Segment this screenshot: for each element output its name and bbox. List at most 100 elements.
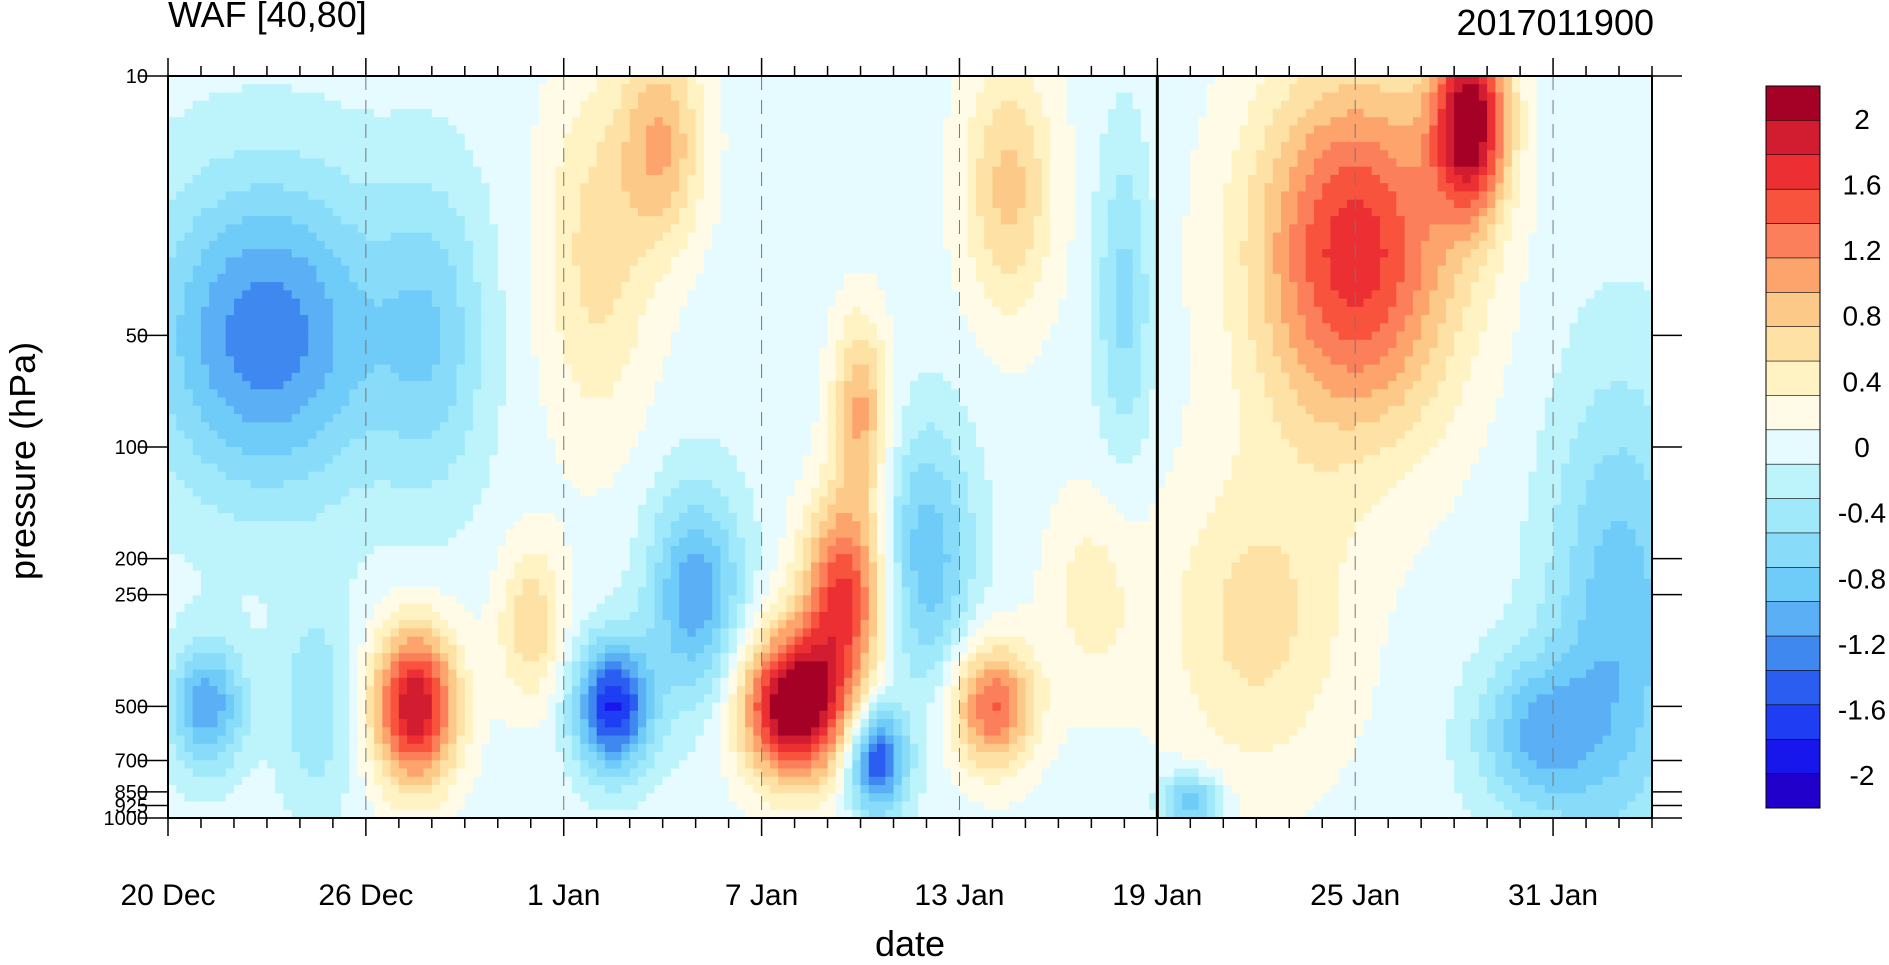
contour-cell <box>1041 100 1068 110</box>
contour-cell <box>168 282 186 291</box>
contour-cell <box>1388 636 1480 646</box>
contour-cell <box>745 570 754 580</box>
contour-cell <box>464 793 581 803</box>
contour-cell <box>736 529 763 539</box>
contour-cell <box>1132 397 1150 407</box>
contour-cell <box>728 628 738 638</box>
contour-cell <box>1066 603 1125 613</box>
contour-cell <box>753 488 796 498</box>
contour-cell <box>662 603 680 613</box>
contour-cell <box>679 587 713 596</box>
contour-cell <box>745 702 754 712</box>
contour-cell <box>1544 397 1595 407</box>
contour-cell <box>1215 793 1224 803</box>
contour-cell <box>1437 389 1463 399</box>
contour-cell <box>473 694 548 704</box>
contour-cell <box>250 702 293 712</box>
contour-cell <box>168 768 194 778</box>
contour-cell <box>786 496 812 506</box>
contour-cell <box>431 694 441 704</box>
contour-cell <box>637 257 672 267</box>
contour-cell <box>398 620 433 629</box>
contour-cell <box>1478 92 1488 102</box>
contour-cell <box>695 158 705 168</box>
contour-cell <box>1511 183 1521 193</box>
contour-cell <box>1223 265 1249 275</box>
contour-cell <box>1429 306 1447 316</box>
contour-cell <box>1586 785 1645 794</box>
contour-cell <box>654 282 697 291</box>
contour-cell <box>753 512 787 522</box>
contour-cell <box>646 735 656 745</box>
contour-cell <box>687 76 697 85</box>
contour-cell <box>250 719 293 728</box>
contour-cell <box>266 611 350 621</box>
contour-cell <box>308 315 334 324</box>
contour-cell <box>1569 554 1595 564</box>
contour-cell <box>811 768 829 778</box>
contour-cell <box>1033 702 1051 712</box>
contour-cell <box>901 611 911 621</box>
contour-cell <box>1421 249 1447 258</box>
contour-cell <box>910 727 928 737</box>
contour-cell <box>1099 315 1117 324</box>
contour-cell <box>1437 521 1521 531</box>
contour-cell <box>893 521 903 531</box>
contour-cell <box>893 776 903 786</box>
contour-cell <box>1437 166 1447 176</box>
contour-cell <box>893 348 985 357</box>
contour-cell <box>1511 809 1562 819</box>
contour-cell <box>975 199 994 209</box>
contour-cell <box>1643 785 1653 794</box>
contour-cell <box>901 776 911 786</box>
contour-cell <box>1140 224 1158 234</box>
contour-cell <box>860 776 870 786</box>
colorbar-tick-label: 2 <box>1854 104 1870 135</box>
contour-cell <box>1437 323 1463 333</box>
contour-cell <box>225 653 243 662</box>
contour-cell <box>992 570 1035 580</box>
contour-cell <box>1388 150 1422 160</box>
contour-cell <box>1594 463 1645 473</box>
contour-cell <box>1503 92 1513 102</box>
contour-cell <box>390 653 400 662</box>
contour-cell <box>951 669 961 679</box>
contour-cell <box>1577 422 1653 432</box>
contour-cell <box>868 694 878 704</box>
contour-cell <box>868 570 878 580</box>
contour-cell <box>984 801 1010 811</box>
contour-cell <box>547 644 557 654</box>
contour-cell <box>1503 257 1529 267</box>
contour-cell <box>951 710 961 720</box>
contour-cell <box>835 743 845 753</box>
contour-cell <box>1379 232 1406 242</box>
contour-cell <box>654 471 746 481</box>
contour-cell <box>1223 282 1249 291</box>
contour-cell <box>168 677 177 687</box>
contour-cell <box>934 603 952 613</box>
contour-cell <box>852 562 862 572</box>
contour-cell <box>1528 702 1612 712</box>
contour-cell <box>225 397 309 407</box>
contour-cell <box>1388 315 1406 324</box>
contour-cell <box>324 158 474 168</box>
contour-cell <box>761 686 771 695</box>
contour-cell <box>1520 570 1546 580</box>
contour-cell <box>761 719 771 728</box>
contour-cell <box>910 537 944 547</box>
contour-cell <box>1140 331 1158 341</box>
contour-cell <box>637 719 647 728</box>
contour-cell <box>1297 727 1365 737</box>
contour-cell <box>431 232 466 242</box>
contour-cell <box>811 603 820 613</box>
contour-cell <box>1182 578 1224 588</box>
contour-cell <box>571 620 581 629</box>
contour-cell <box>539 587 557 596</box>
contour-cell <box>877 562 886 572</box>
contour-cell <box>1066 595 1125 605</box>
contour-cell <box>563 653 573 662</box>
contour-cell <box>959 727 969 737</box>
contour-cell <box>1346 545 1422 555</box>
contour-cell <box>637 323 680 333</box>
contour-cell <box>893 628 903 638</box>
